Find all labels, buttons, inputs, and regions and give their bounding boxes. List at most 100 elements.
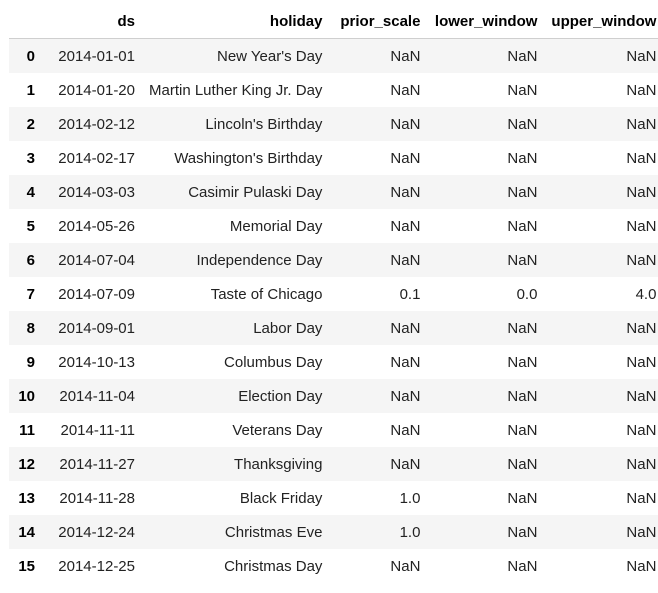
row-index: 3: [26, 149, 35, 167]
cell-lower-window: NaN: [507, 489, 538, 507]
cell-upper-window: NaN: [626, 387, 657, 405]
table-row: 7 2014-07-09 Taste of Chicago 0.1 0.0 4.0: [9, 277, 658, 311]
row-index: 11: [19, 421, 35, 439]
cell-prior-scale: NaN: [390, 81, 421, 99]
cell-prior-scale: NaN: [390, 217, 421, 235]
cell-prior-scale: NaN: [390, 421, 421, 439]
cell-upper-window: NaN: [626, 81, 657, 99]
cell-upper-window: NaN: [626, 251, 657, 269]
table-row: 0 2014-01-01 New Year's Day NaN NaN NaN: [9, 38, 658, 73]
table-row: 13 2014-11-28 Black Friday 1.0 NaN NaN: [9, 481, 658, 515]
cell-holiday: Labor Day: [253, 319, 323, 337]
cell-lower-window: NaN: [507, 421, 538, 439]
cell-prior-scale: NaN: [390, 183, 421, 201]
cell-prior-scale: NaN: [390, 353, 421, 371]
cell-holiday: Christmas Eve: [224, 523, 323, 541]
cell-ds: 2014-03-03: [58, 183, 135, 201]
column-header-lower-window: lower_window: [427, 5, 545, 39]
row-index: 9: [26, 353, 35, 371]
cell-holiday: Casimir Pulaski Day: [188, 183, 323, 201]
column-header-upper-window: upper_window: [544, 5, 658, 39]
table-row: 5 2014-05-26 Memorial Day NaN NaN NaN: [9, 209, 658, 243]
table-row: 12 2014-11-27 Thanksgiving NaN NaN NaN: [9, 447, 658, 481]
table-row: 6 2014-07-04 Independence Day NaN NaN NaN: [9, 243, 658, 277]
cell-lower-window: 0.0: [516, 285, 538, 303]
cell-ds: 2014-01-20: [58, 81, 135, 99]
cell-prior-scale: NaN: [390, 115, 421, 133]
cell-holiday: Thanksgiving: [234, 455, 323, 473]
cell-lower-window: NaN: [507, 353, 538, 371]
table-row: 8 2014-09-01 Labor Day NaN NaN NaN: [9, 311, 658, 345]
holidays-dataframe-table: ds holiday prior_scale lower_window upper_wi…: [9, 5, 658, 583]
table-row: 4 2014-03-03 Casimir Pulaski Day NaN NaN NaN: [9, 175, 658, 209]
cell-holiday: Columbus Day: [224, 353, 323, 371]
cell-holiday: Washington's Birthday: [174, 149, 323, 167]
table-header: ds holiday prior_scale lower_window upper_wi…: [9, 5, 658, 39]
cell-holiday: Memorial Day: [229, 217, 323, 235]
cell-upper-window: NaN: [626, 115, 657, 133]
column-header-ds: ds: [42, 5, 142, 39]
row-index: 7: [26, 285, 35, 303]
cell-holiday: New Year's Day: [217, 47, 323, 65]
cell-prior-scale: NaN: [390, 557, 421, 575]
cell-holiday: Black Friday: [239, 489, 323, 507]
row-index: 2: [26, 115, 35, 133]
cell-lower-window: NaN: [507, 523, 538, 541]
row-index: 8: [26, 319, 35, 337]
cell-lower-window: NaN: [507, 251, 538, 269]
cell-upper-window: NaN: [626, 149, 657, 167]
cell-holiday: Veterans Day: [232, 421, 323, 439]
row-index: 5: [26, 217, 35, 235]
table-row: 3 2014-02-17 Washington's Birthday NaN NaN Na…: [9, 141, 658, 175]
cell-ds: 2014-07-09: [58, 285, 135, 303]
cell-holiday: Christmas Day: [224, 557, 323, 575]
cell-prior-scale: NaN: [390, 387, 421, 405]
cell-holiday: Lincoln's Birthday: [205, 115, 323, 133]
table-row: 14 2014-12-24 Christmas Eve 1.0 NaN NaN: [9, 515, 658, 549]
cell-ds: 2014-02-12: [58, 115, 135, 133]
cell-prior-scale: NaN: [390, 149, 421, 167]
cell-lower-window: NaN: [507, 217, 538, 235]
cell-lower-window: NaN: [507, 387, 538, 405]
cell-prior-scale: 1.0: [399, 489, 421, 507]
cell-ds: 2014-10-13: [58, 353, 135, 371]
cell-upper-window: NaN: [626, 455, 657, 473]
cell-holiday: Martin Luther King Jr. Day: [149, 81, 323, 99]
cell-ds: 2014-11-04: [59, 387, 135, 405]
cell-ds: 2014-09-01: [58, 319, 135, 337]
column-header-index: [9, 5, 42, 39]
cell-ds: 2014-12-24: [58, 523, 135, 541]
cell-lower-window: NaN: [507, 47, 538, 65]
cell-upper-window: 4.0: [635, 285, 657, 303]
column-header-holiday: holiday: [142, 5, 330, 39]
table-row: 15 2014-12-25 Christmas Day NaN NaN NaN: [9, 549, 658, 583]
row-index: 1: [26, 81, 35, 99]
row-index: 14: [18, 523, 35, 541]
cell-upper-window: NaN: [626, 421, 657, 439]
cell-upper-window: NaN: [626, 217, 657, 235]
row-index: 6: [26, 251, 35, 269]
cell-holiday: Taste of Chicago: [210, 285, 323, 303]
dataframe-output: ds holiday prior_scale lower_window upper_wi…: [9, 5, 658, 583]
cell-ds: 2014-01-01: [58, 47, 135, 65]
cell-prior-scale: NaN: [390, 455, 421, 473]
cell-lower-window: NaN: [507, 183, 538, 201]
cell-prior-scale: 0.1: [399, 285, 421, 303]
cell-lower-window: NaN: [507, 455, 538, 473]
cell-upper-window: NaN: [626, 183, 657, 201]
cell-prior-scale: NaN: [390, 47, 421, 65]
row-index: 10: [18, 387, 35, 405]
table-row: 10 2014-11-04 Election Day NaN NaN NaN: [9, 379, 658, 413]
cell-ds: 2014-02-17: [58, 149, 135, 167]
row-index: 0: [26, 47, 35, 65]
cell-upper-window: NaN: [626, 47, 657, 65]
cell-ds: 2014-11-28: [59, 489, 135, 507]
cell-upper-window: NaN: [626, 523, 657, 541]
cell-upper-window: NaN: [626, 319, 657, 337]
table-body: 0 2014-01-01 New Year's Day NaN NaN NaN 1 2014-…: [9, 38, 658, 583]
cell-ds: 2014-05-26: [58, 217, 135, 235]
cell-holiday: Election Day: [238, 387, 323, 405]
table-row: 11 2014-11-11 Veterans Day NaN NaN NaN: [9, 413, 658, 447]
table-row: 9 2014-10-13 Columbus Day NaN NaN NaN: [9, 345, 658, 379]
cell-prior-scale: NaN: [390, 251, 421, 269]
